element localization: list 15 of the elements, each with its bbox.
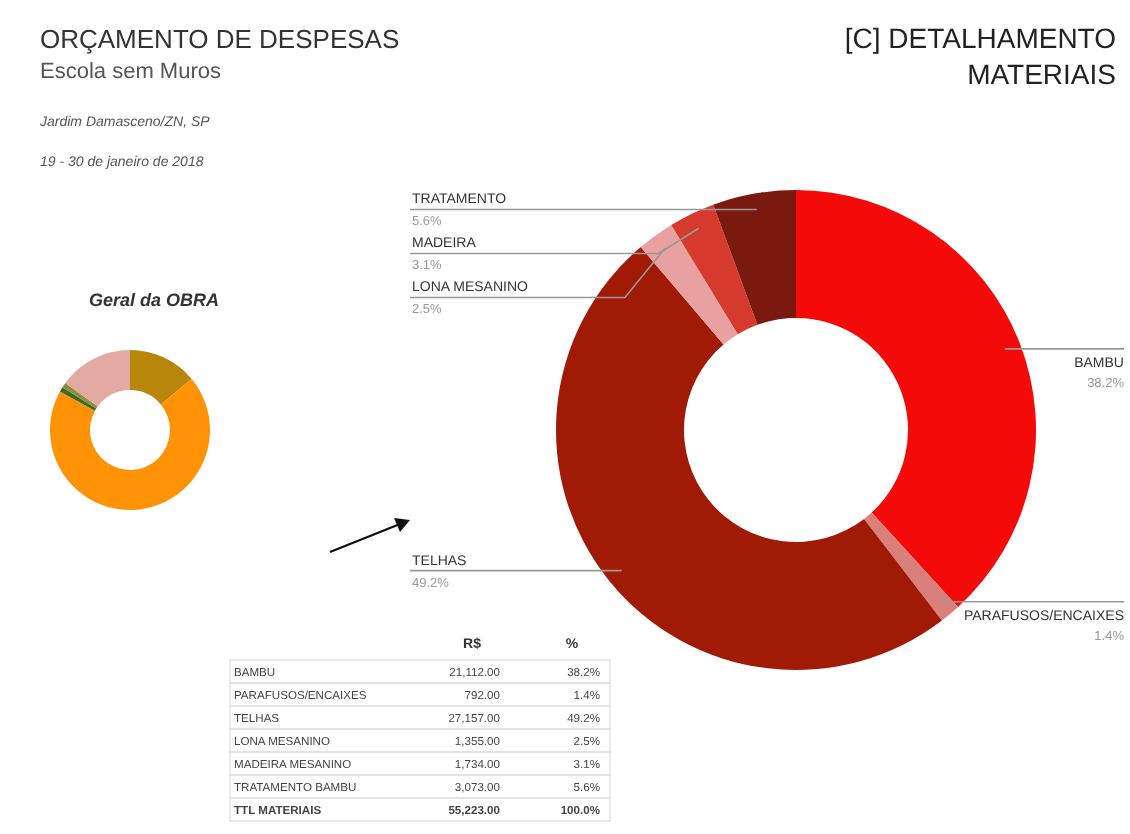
donut-slice — [864, 512, 959, 621]
donut-slice — [65, 350, 130, 407]
donut-slice — [640, 224, 738, 345]
donut-slice — [130, 350, 192, 405]
chart-title: [C] DETALHAMENTO MATERIAIS — [844, 22, 1117, 90]
donut-slice — [671, 204, 758, 335]
text: ORÇAMENTO DE DESPESAS — [40, 24, 400, 54]
donut-slice — [50, 379, 210, 510]
donut-slice — [713, 190, 796, 325]
chart-title: Geral da OBRA — [88, 290, 220, 310]
donut-slice — [556, 247, 942, 670]
donut-slice — [62, 382, 98, 409]
text: Escola sem Muros — [40, 60, 222, 84]
donut-slice — [59, 387, 97, 411]
donut-slice — [796, 190, 1036, 607]
